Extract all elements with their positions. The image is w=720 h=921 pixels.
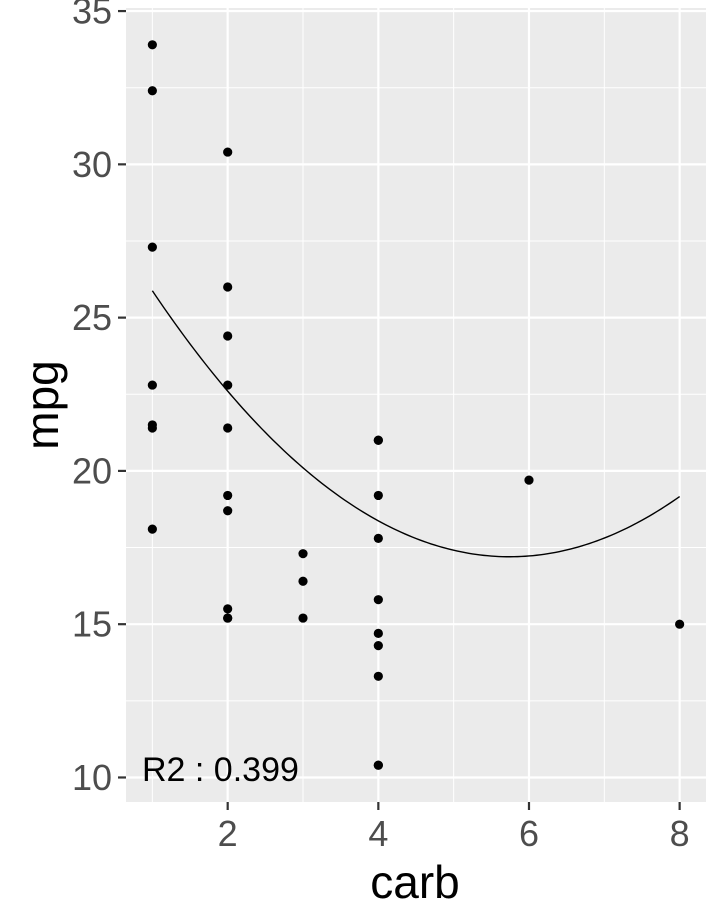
data-point [147,380,157,390]
data-point [373,435,383,445]
y-tick-label: 10 [72,757,112,798]
x-tick-label: 4 [368,813,388,854]
x-tick-label: 8 [670,813,690,854]
data-point [147,242,157,252]
r2-annotation: R2 : 0.399 [142,751,299,789]
data-point [223,490,233,501]
y-tick-label: 25 [72,297,112,338]
data-point [223,506,233,516]
y-axis: 10 15 20 25 30 35 [72,0,126,798]
data-point [373,490,383,501]
data-point [147,40,157,50]
x-axis: 2 4 6 8 [218,802,690,854]
data-point [147,524,157,534]
data-point [223,423,233,433]
data-point [298,576,308,586]
y-axis-title: mpg [16,360,68,449]
major-gridlines [126,8,706,802]
y-tick-label: 15 [72,604,112,645]
data-point [373,595,383,605]
data-point [524,475,534,485]
data-point [373,671,383,681]
y-tick-label: 20 [72,450,112,491]
data-point [373,533,383,543]
data-point [223,604,233,614]
x-axis-title: carb [370,856,459,908]
data-point [373,628,383,638]
x-tick-label: 2 [218,813,238,854]
y-tick-label: 30 [72,144,112,185]
x-tick-label: 6 [519,813,539,854]
data-point [223,613,233,623]
data-points [147,40,685,770]
data-point [223,282,233,292]
fit-curve [151,290,681,558]
data-point [223,380,233,390]
data-point [147,423,157,433]
data-point [373,760,383,770]
data-point [147,86,157,96]
data-point [298,549,308,559]
minor-gridlines [126,8,706,802]
data-point [223,147,233,157]
plot-panel [126,8,706,802]
y-tick-label: 35 [72,0,112,32]
data-point [675,619,685,629]
data-point [223,331,233,341]
data-point [373,641,383,651]
data-point [298,613,308,623]
